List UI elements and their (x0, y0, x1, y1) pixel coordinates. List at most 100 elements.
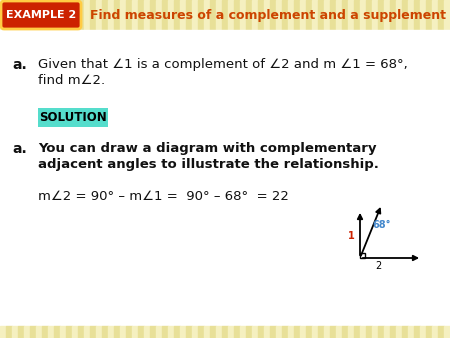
Bar (312, 0, 318, 30)
Text: You can draw a diagram with complementary: You can draw a diagram with complementar… (38, 142, 377, 155)
Bar (216, 326, 222, 338)
Bar (150, 326, 156, 338)
Bar (66, 0, 72, 30)
Bar (336, 0, 342, 30)
Bar (258, 326, 264, 338)
Bar (120, 0, 126, 30)
Text: Find measures of a complement and a supplement: Find measures of a complement and a supp… (90, 9, 446, 22)
Bar (402, 326, 408, 338)
Bar (138, 0, 144, 30)
Bar (342, 326, 348, 338)
Bar (204, 0, 210, 30)
Text: 1: 1 (347, 231, 355, 241)
Bar (282, 0, 288, 30)
Bar (288, 326, 294, 338)
Bar (378, 0, 384, 30)
Bar (132, 0, 138, 30)
Bar (330, 326, 336, 338)
Bar (264, 326, 270, 338)
Text: Given that ∠1 is a complement of ∠2 and m ∠1 = 68°,: Given that ∠1 is a complement of ∠2 and … (38, 58, 408, 71)
Bar (360, 326, 366, 338)
Bar (222, 0, 228, 30)
Bar (366, 0, 372, 30)
Bar (48, 0, 54, 30)
Bar (246, 0, 252, 30)
FancyBboxPatch shape (1, 1, 81, 29)
Text: adjacent angles to illustrate the relationship.: adjacent angles to illustrate the relati… (38, 158, 379, 171)
Bar (156, 326, 162, 338)
Bar (18, 0, 24, 30)
Bar (210, 0, 216, 30)
Bar (288, 0, 294, 30)
Text: SOLUTION: SOLUTION (39, 111, 107, 124)
Text: a.: a. (12, 142, 27, 156)
Bar (90, 326, 96, 338)
Bar (234, 0, 240, 30)
Bar (372, 326, 378, 338)
Bar (108, 326, 114, 338)
Bar (162, 0, 168, 30)
Bar (102, 326, 108, 338)
Bar (444, 0, 450, 30)
Bar (78, 0, 84, 30)
Bar (204, 326, 210, 338)
Text: EXAMPLE 2: EXAMPLE 2 (6, 10, 76, 21)
Bar (402, 0, 408, 30)
Bar (234, 326, 240, 338)
Bar (6, 326, 12, 338)
Bar (222, 326, 228, 338)
Bar (324, 0, 330, 30)
Bar (252, 326, 258, 338)
Bar (96, 0, 102, 30)
Bar (18, 326, 24, 338)
Bar (42, 326, 48, 338)
Bar (36, 0, 42, 30)
Bar (0, 326, 6, 338)
Bar (348, 326, 354, 338)
Bar (60, 326, 66, 338)
Bar (270, 0, 276, 30)
Text: a.: a. (12, 58, 27, 72)
Text: m∠2 = 90° – m∠1 =  90° – 68°  = 22: m∠2 = 90° – m∠1 = 90° – 68° = 22 (38, 190, 289, 203)
Bar (120, 326, 126, 338)
Bar (144, 326, 150, 338)
Bar (102, 0, 108, 30)
Bar (306, 326, 312, 338)
Bar (180, 326, 186, 338)
Bar (84, 326, 90, 338)
Bar (252, 0, 258, 30)
Bar (12, 326, 18, 338)
Bar (30, 326, 36, 338)
Bar (240, 326, 246, 338)
Bar (60, 0, 66, 30)
Bar (186, 326, 192, 338)
Bar (282, 326, 288, 338)
Bar (78, 326, 84, 338)
Bar (108, 0, 114, 30)
Bar (426, 0, 432, 30)
Bar (420, 0, 426, 30)
Bar (192, 0, 198, 30)
Bar (426, 326, 432, 338)
Bar (318, 326, 324, 338)
Bar (318, 0, 324, 30)
Bar (294, 0, 300, 30)
Bar (324, 326, 330, 338)
Bar (228, 326, 234, 338)
Bar (432, 0, 438, 30)
Bar (126, 0, 132, 30)
Bar (270, 326, 276, 338)
Bar (180, 0, 186, 30)
Text: 2: 2 (375, 261, 381, 271)
Bar (306, 0, 312, 30)
Bar (366, 326, 372, 338)
Bar (408, 0, 414, 30)
Bar (72, 0, 78, 30)
Bar (72, 326, 78, 338)
Bar (6, 0, 12, 30)
Bar (300, 0, 306, 30)
Bar (168, 0, 174, 30)
Bar (0, 0, 6, 30)
Bar (372, 0, 378, 30)
Bar (330, 0, 336, 30)
